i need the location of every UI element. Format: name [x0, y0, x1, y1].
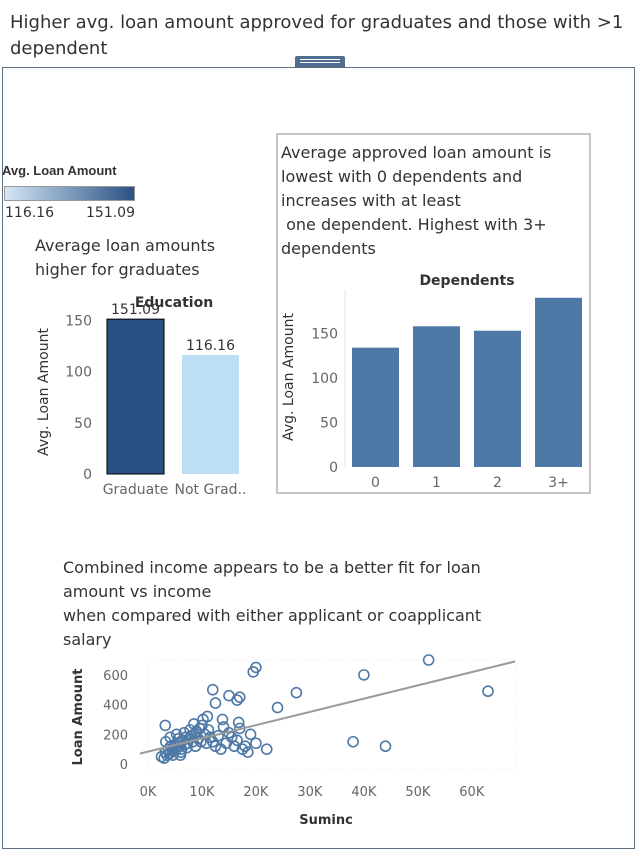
- scatter-point: [206, 683, 219, 696]
- education-chart-title: Education: [135, 295, 213, 311]
- color-legend-gradient: [4, 186, 135, 201]
- scatter-point: [232, 716, 245, 729]
- dependents-y-tick-label: 100: [311, 371, 338, 387]
- education-x-tick-label: Graduate: [103, 482, 169, 498]
- scatter-point: [250, 737, 262, 750]
- loan-vs-income-scatter[interactable]: 0 200 400 600 0K 10K 20K 30K 40K 50K 60K Loan Amoun…: [60, 650, 530, 835]
- scatter-x-tick-label: 30K: [297, 785, 323, 800]
- scatter-point: [216, 713, 229, 726]
- dependents-bar: [413, 326, 460, 467]
- color-legend-title: Avg. Loan Amount: [2, 163, 117, 178]
- scatter-x-tick-label: 50K: [405, 785, 431, 800]
- scatter-trend-line: [139, 660, 516, 755]
- dashboard-title: Higher avg. loan amount approved for gra…: [10, 12, 624, 59]
- education-y-tick-label: 150: [65, 313, 92, 329]
- education-x-tick-label: Not Grad..: [175, 482, 247, 498]
- dependents-y-tick-label: 150: [311, 326, 338, 342]
- scatter-point: [290, 686, 303, 699]
- dependents-x-tick-label: 0: [371, 475, 380, 491]
- scatter-point: [244, 728, 257, 741]
- dependents-chart-title: Dependents: [419, 273, 514, 289]
- scatter-y-tick-label: 400: [103, 699, 128, 714]
- scatter-point: [347, 735, 359, 748]
- education-y-tick-label: 0: [83, 467, 92, 483]
- scatter-point: [164, 731, 176, 744]
- scatter-y-tick-label: 600: [103, 669, 128, 684]
- education-bar-value-label: 151.09: [111, 302, 160, 318]
- dependents-x-tick-label: 2: [493, 475, 502, 491]
- education-y-tick-label: 50: [74, 416, 92, 432]
- dependents-note: Average approved loan amount is lowest w…: [281, 143, 552, 258]
- dependents-y-tick-label: 0: [329, 460, 338, 476]
- container-drag-handle[interactable]: [295, 56, 345, 67]
- education-bar-chart[interactable]: Education Avg. Loan Amount 0 50 100 150 151.09…: [0, 280, 270, 510]
- scatter-point: [250, 661, 262, 674]
- scatter-y-tick-label: 200: [103, 728, 128, 743]
- scatter-x-tick-label: 20K: [243, 785, 269, 800]
- scatter-x-tick-label: 0K: [140, 785, 157, 800]
- dependents-x-tick-label: 1: [432, 475, 441, 491]
- scatter-plot-area: [147, 659, 516, 771]
- dependents-bar: [352, 347, 399, 467]
- dependents-bar-chart[interactable]: Dependents Avg. Loan Amount 0 50 100 150 0 1 2 3+: [278, 262, 588, 492]
- dashboard-container: [2, 67, 635, 849]
- education-bar: [106, 318, 165, 475]
- scatter-point: [195, 735, 207, 748]
- scatter-point: [239, 740, 251, 753]
- dependents-y-tick-label: 50: [320, 415, 338, 431]
- income-note: Combined income appears to be a better f…: [63, 558, 482, 649]
- scatter-point: [209, 697, 222, 709]
- handle-grip-line: [300, 59, 340, 60]
- scatter-point: [174, 749, 187, 761]
- scatter-x-tick-label: 10K: [189, 785, 215, 800]
- dependents-bar: [474, 330, 521, 467]
- scatter-point: [233, 691, 246, 703]
- scatter-point: [188, 718, 200, 730]
- scatter-point: [379, 740, 392, 753]
- dependents-bar: [535, 297, 582, 467]
- dependents-x-tick-label: 3+: [548, 475, 569, 491]
- color-legend-max: 151.09: [86, 205, 135, 221]
- scatter-point: [201, 710, 214, 723]
- scatter-point: [159, 719, 172, 732]
- scatter-point: [271, 701, 284, 714]
- scatter-point: [231, 694, 243, 706]
- education-bar-value-label: 116.16: [186, 338, 235, 354]
- scatter-point: [231, 734, 243, 747]
- education-y-tick-label: 100: [65, 365, 92, 381]
- dependents-panel: [276, 133, 591, 494]
- scatter-y-axis-label: Loan Amount: [71, 668, 86, 765]
- scatter-x-axis-label: Suminc: [299, 813, 353, 828]
- scatter-point: [184, 724, 196, 736]
- scatter-x-tick-label: 60K: [459, 785, 485, 800]
- education-bar: [182, 354, 239, 474]
- color-legend-min: 116.16: [5, 205, 54, 221]
- scatter-point: [358, 669, 370, 681]
- scatter-point: [260, 743, 273, 755]
- scatter-point: [178, 727, 190, 739]
- scatter-point: [202, 724, 215, 736]
- scatter-y-tick-label: 0: [120, 758, 128, 773]
- scatter-point: [482, 685, 494, 698]
- scatter-x-tick-label: 40K: [351, 785, 377, 800]
- handle-grip-line: [300, 62, 340, 63]
- scatter-point: [422, 654, 435, 666]
- dependents-y-axis-label: Avg. Loan Amount: [281, 313, 297, 441]
- scatter-point: [242, 746, 254, 758]
- education-note: Average loan amounts higher for graduate…: [35, 236, 216, 279]
- education-y-axis-label: Avg. Loan Amount: [36, 328, 52, 456]
